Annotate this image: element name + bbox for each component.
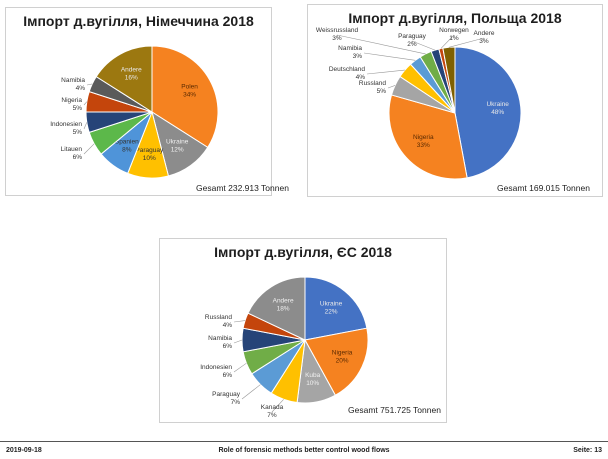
leader-line-poland-russland: [387, 85, 396, 89]
slice-pct-eu-ukraine: 22%: [325, 308, 338, 315]
leader-line-poland-deutschland: [366, 69, 405, 75]
slice-pct-germany-paraguay: 10%: [143, 155, 156, 162]
slice-label-eu-namibia: Namibia: [208, 335, 232, 342]
slice-label-eu-paraguay: Paraguay: [212, 391, 241, 398]
slice-label-eu-ukraine: Ukraine: [320, 300, 343, 307]
slice-label-poland-weissrussland: Weissrussland: [316, 27, 359, 34]
chart-title-poland: Імпорт д.вугілля, Польща 2018: [348, 10, 562, 26]
slice-pct-germany-andere: 16%: [125, 74, 138, 81]
slice-label-germany-nigeria: Nigeria: [61, 97, 82, 104]
slice-pct-poland-ukraine: 48%: [491, 109, 504, 116]
slice-pct-poland-russland: 5%: [377, 88, 387, 95]
slice-pct-poland-nigeria: 33%: [417, 142, 430, 149]
slice-pct-germany-litauen: 6%: [73, 154, 83, 161]
slice-pct-eu-nigeria: 20%: [336, 357, 349, 364]
pie-slice-eu-ukraine: [304, 276, 368, 341]
footer-date: 2019-09-18: [6, 447, 42, 454]
slice-pct-poland-deutschland: 4%: [356, 74, 366, 81]
slice-label-germany-litauen: Litauen: [61, 146, 83, 153]
leader-line-poland-paraguay: [411, 40, 436, 51]
slice-label-poland-ukraine: Ukraine: [486, 101, 509, 108]
slice-label-eu-kanada: Kanada: [261, 404, 284, 411]
leader-line-eu-kanada: [271, 399, 284, 413]
slice-label-eu-andere: Andere: [273, 297, 294, 304]
chart-total-poland: Gesamt 169.015 Tonnen: [497, 183, 590, 193]
slice-label-poland-norwegen: Norwegen: [439, 27, 469, 34]
chart-title-eu: Імпорт д.вугілля, ЄС 2018: [214, 244, 392, 260]
slice-label-germany-polen: Polen: [181, 83, 198, 90]
pie-slice-poland-nigeria: [388, 94, 468, 180]
leader-line-germany-nigeria: [83, 101, 88, 106]
slice-pct-germany-ukraine: 12%: [171, 147, 184, 154]
slice-label-germany-namibia: Namibia: [61, 77, 85, 84]
leader-line-poland-namibia: [363, 52, 416, 61]
slice-pct-eu-indonesien: 6%: [223, 372, 233, 379]
slice-label-germany-andere: Andere: [121, 66, 142, 73]
pie-slice-germany-andere: [95, 45, 153, 113]
pie-slice-poland-ukraine: [454, 46, 522, 179]
slice-pct-poland-paraguay: 2%: [407, 41, 417, 48]
slice-label-germany-spanien: Spanien: [115, 139, 139, 146]
leader-line-poland-andere: [448, 37, 485, 48]
slice-pct-eu-russland: 4%: [223, 322, 233, 329]
leader-line-eu-indonesien: [233, 362, 247, 373]
leader-line-germany-namibia: [86, 83, 93, 86]
leader-line-eu-paraguay: [241, 384, 261, 400]
leader-line-eu-namibia: [233, 339, 243, 344]
slice-pct-germany-namibia: 4%: [76, 85, 86, 92]
slice-pct-germany-polen: 34%: [183, 91, 196, 98]
slice-label-germany-ukraine: Ukraine: [166, 139, 189, 146]
leader-line-germany-litauen: [83, 143, 95, 155]
slice-label-poland-namibia: Namibia: [338, 45, 362, 52]
leader-line-eu-russland: [233, 320, 246, 323]
pie-slice-eu-nigeria: [304, 327, 369, 396]
slice-pct-eu-namibia: 6%: [223, 343, 233, 350]
chart-title-germany: Імпорт д.вугілля, Німеччина 2018: [23, 13, 254, 29]
slice-pct-poland-weissrussland: 3%: [332, 35, 342, 42]
slice-pct-germany-indonesien: 5%: [73, 129, 83, 136]
slice-label-eu-kuba: Kuba: [305, 372, 321, 379]
footer-title: Role of forensic methods better control …: [218, 447, 390, 454]
slice-label-germany-paraguay: Paraguay: [135, 147, 164, 154]
leader-line-germany-indonesien: [83, 122, 88, 130]
footer-page: Seite: 13: [573, 447, 602, 454]
slice-pct-poland-andere: 3%: [479, 38, 489, 45]
pie-slice-eu-andere: [247, 276, 306, 341]
slice-pct-eu-andere: 18%: [277, 305, 290, 312]
footer-divider: [0, 441, 608, 442]
chart-total-eu: Gesamt 751.725 Tonnen: [348, 405, 441, 415]
slice-label-poland-andere: Andere: [474, 30, 495, 37]
pie-slice-poland-andere: [442, 46, 456, 114]
slice-pct-poland-norwegen: 1%: [449, 35, 459, 42]
slice-label-eu-nigeria: Nigeria: [332, 349, 353, 356]
slice-pct-germany-spanien: 8%: [122, 147, 132, 154]
slice-label-poland-paraguay: Paraguay: [398, 33, 427, 40]
slice-label-eu-indonesien: Indonesien: [200, 364, 232, 371]
leader-line-poland-norwegen: [440, 34, 455, 49]
leader-line-poland-weissrussland: [336, 34, 426, 55]
slice-pct-eu-kuba: 10%: [306, 380, 319, 387]
slice-pct-eu-paraguay: 7%: [231, 399, 241, 406]
slice-pct-poland-namibia: 3%: [353, 53, 363, 60]
slice-pct-eu-kanada: 7%: [267, 412, 277, 419]
slice-label-poland-deutschland: Deutschland: [329, 66, 366, 73]
slice-label-poland-russland: Russland: [359, 80, 386, 87]
slice-label-poland-nigeria: Nigeria: [413, 134, 434, 141]
slice-pct-germany-nigeria: 5%: [73, 105, 83, 112]
slice-label-eu-russland: Russland: [205, 314, 232, 321]
slice-label-germany-indonesien: Indonesien: [50, 121, 82, 128]
chart-total-germany: Gesamt 232.913 Tonnen: [196, 183, 289, 193]
